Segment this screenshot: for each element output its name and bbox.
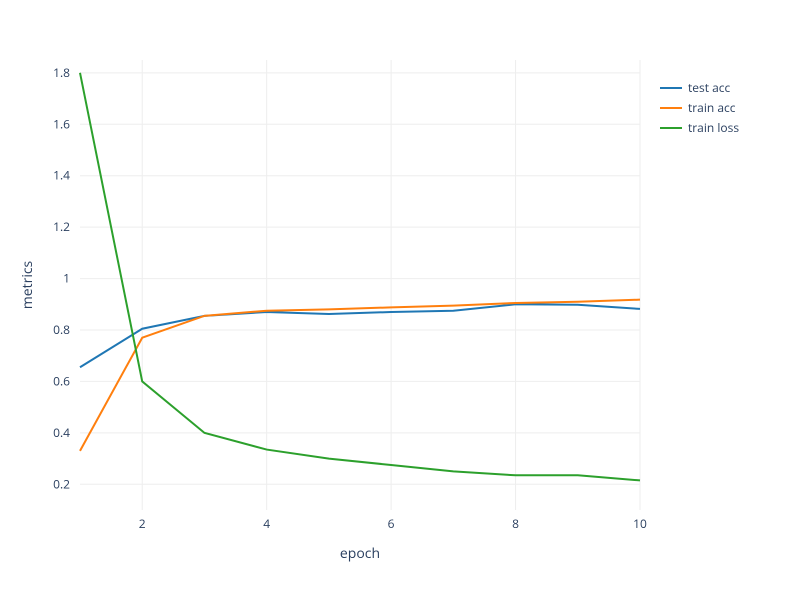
y-tick-label: 0.2 — [53, 475, 70, 492]
metrics-line-chart: 2 4 6 8 10 0.2 0.4 0.6 0.8 1 1.2 1.4 1.6 1.8 epoch metr… — [0, 0, 800, 600]
x-tick-label: 8 — [512, 515, 519, 532]
y-tick-label: 0.8 — [53, 321, 70, 338]
x-tick-label: 4 — [263, 515, 270, 532]
y-tick-label: 1.8 — [53, 64, 70, 81]
legend-label-1: train acc — [688, 99, 736, 116]
y-tick-label: 1.4 — [53, 167, 70, 184]
legend-label-2: train loss — [688, 119, 739, 136]
y-tick-label: 1 — [63, 270, 70, 287]
y-tick-label: 1.2 — [53, 218, 70, 235]
x-tick-label: 2 — [139, 515, 146, 532]
y-axis-title: metrics — [18, 260, 37, 309]
x-tick-label: 6 — [388, 515, 395, 532]
x-axis-title: epoch — [340, 544, 380, 563]
y-tick-label: 0.6 — [53, 372, 70, 389]
chart-svg: 2 4 6 8 10 0.2 0.4 0.6 0.8 1 1.2 1.4 1.6 1.8 epoch metr… — [0, 0, 800, 600]
y-tick-label: 1.6 — [53, 115, 70, 132]
y-tick-label: 0.4 — [53, 424, 70, 441]
x-tick-label: 10 — [633, 515, 647, 532]
legend-label-0: test acc — [688, 79, 731, 96]
